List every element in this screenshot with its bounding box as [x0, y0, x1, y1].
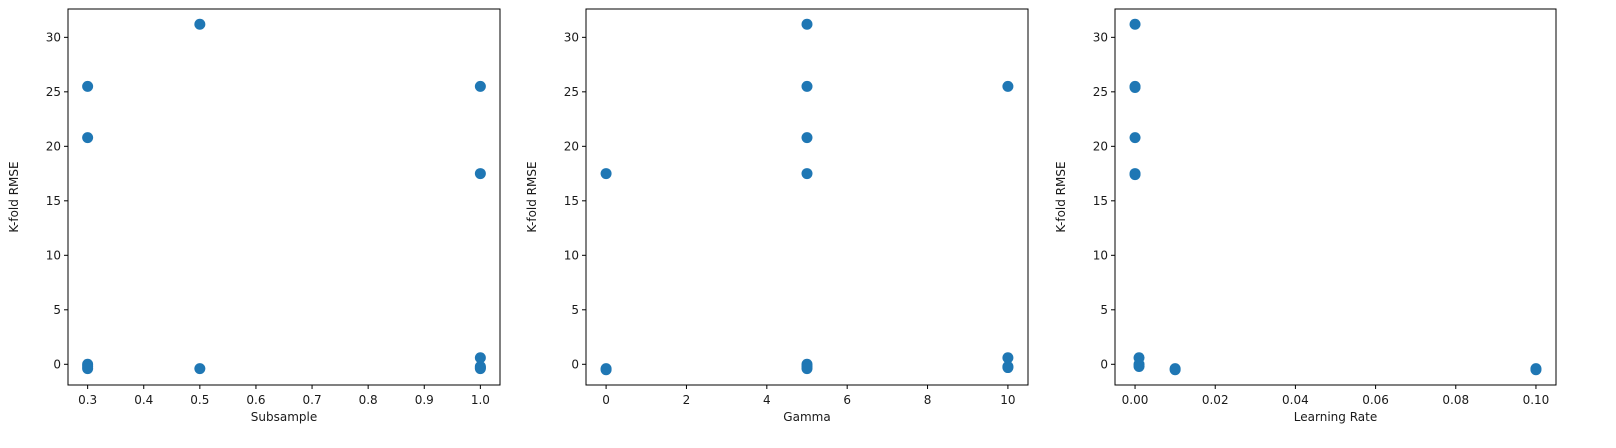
y-tick-label: 25: [46, 85, 61, 99]
y-tick-label: 5: [53, 303, 61, 317]
y-tick-label: 20: [1093, 139, 1108, 153]
y-tick-label: 5: [1100, 303, 1108, 317]
data-point: [1002, 362, 1014, 374]
data-point: [474, 168, 486, 180]
y-tick-label: 10: [1093, 248, 1108, 262]
data-point: [1129, 81, 1141, 93]
x-tick-label: 0.06: [1362, 393, 1389, 407]
x-tick-label: 0: [602, 393, 610, 407]
data-point: [1133, 360, 1145, 372]
plot-frame: [1114, 8, 1557, 386]
data-point: [82, 80, 94, 92]
x-tick-label: 0.9: [415, 393, 434, 407]
scatter-panel-learning-rate: 0.00 0.02 0.04 0.06 0.08 0.10 0 5 10 15 20 25 30 Lear…: [1054, 8, 1557, 424]
data-point: [1002, 352, 1014, 364]
x-tick-label: 0.02: [1202, 393, 1229, 407]
x-tick-label: 0.10: [1523, 393, 1550, 407]
y-tick-label: 10: [564, 248, 579, 262]
x-axis-label: Gamma: [783, 410, 830, 424]
y-tick-label: 20: [564, 139, 579, 153]
x-tick-label: 6: [843, 393, 851, 407]
data-point: [82, 363, 94, 375]
y-tick-label: 15: [1093, 194, 1108, 208]
x-axis-label: Subsample: [251, 410, 317, 424]
data-point: [1002, 80, 1014, 92]
data-point: [801, 18, 813, 30]
scatter-panel-gamma: 0 2 4 6 8 10 0 5 10 15 20 25 30 Gamma K-fold RMSE: [525, 8, 1029, 424]
x-tick-label: 2: [683, 393, 691, 407]
data-point: [1530, 364, 1542, 376]
y-tick-label: 30: [1093, 30, 1108, 44]
x-tick-label: 0.8: [359, 393, 378, 407]
x-tick-label: 0.5: [190, 393, 209, 407]
y-tick-label: 15: [564, 194, 579, 208]
x-axis-label: Learning Rate: [1294, 410, 1377, 424]
x-tick-label: 4: [763, 393, 771, 407]
y-tick-label: 15: [46, 194, 61, 208]
data-point: [1169, 364, 1181, 376]
data-point: [194, 18, 206, 30]
y-tick-label: 10: [46, 248, 61, 262]
data-point: [801, 168, 813, 180]
data-point: [474, 363, 486, 375]
plot-frame: [585, 8, 1029, 386]
x-tick-label: 10: [1000, 393, 1015, 407]
x-tick-label: 0.3: [78, 393, 97, 407]
data-point: [801, 80, 813, 92]
x-tick-label: 0.6: [246, 393, 265, 407]
y-tick-label: 25: [564, 85, 579, 99]
x-tick-label: 1.0: [471, 393, 490, 407]
y-axis-label: K-fold RMSE: [7, 161, 21, 232]
x-tick-label: 0.00: [1122, 393, 1149, 407]
y-tick-label: 0: [571, 357, 579, 371]
data-point: [1129, 132, 1141, 144]
y-tick-label: 0: [1100, 357, 1108, 371]
x-tick-label: 0.08: [1442, 393, 1469, 407]
x-tick-label: 0.7: [303, 393, 322, 407]
data-point: [600, 168, 612, 180]
data-point: [600, 364, 612, 376]
x-tick-label: 8: [924, 393, 932, 407]
y-tick-label: 30: [564, 30, 579, 44]
y-axis-label: K-fold RMSE: [1054, 161, 1068, 232]
y-tick-label: 20: [46, 139, 61, 153]
x-tick-label: 0.4: [134, 393, 153, 407]
y-tick-label: 5: [571, 303, 579, 317]
y-tick-label: 30: [46, 30, 61, 44]
data-point: [801, 132, 813, 144]
y-tick-label: 0: [53, 357, 61, 371]
scatter-panel-subsample: 0.3 0.4 0.5 0.6 0.7 0.8 0.9 1.0 0 5 10 15 20 25 30 Subs…: [7, 8, 501, 424]
data-point: [82, 132, 94, 144]
y-tick-label: 25: [1093, 85, 1108, 99]
data-point: [474, 352, 486, 364]
plot-frame: [67, 8, 501, 386]
data-point: [801, 363, 813, 375]
data-point: [474, 80, 486, 92]
data-point: [194, 363, 206, 375]
x-tick-label: 0.04: [1282, 393, 1309, 407]
data-point: [1129, 169, 1141, 181]
data-point: [1129, 18, 1141, 30]
y-axis-label: K-fold RMSE: [525, 161, 539, 232]
